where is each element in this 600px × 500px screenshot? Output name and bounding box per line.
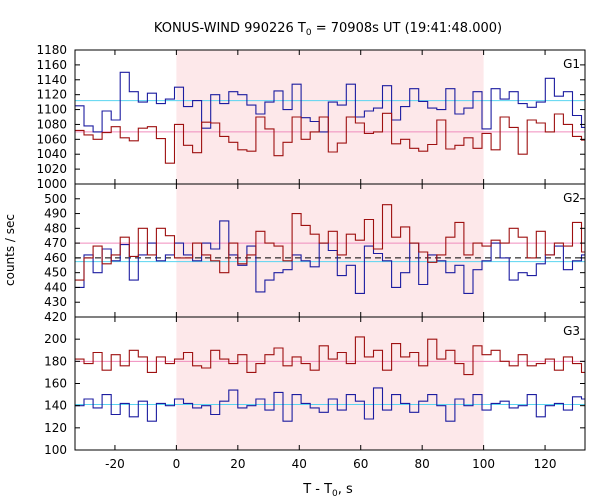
x-tick-label: 100 xyxy=(472,457,495,471)
y-tick-label: 120 xyxy=(44,421,67,435)
y-tick-label: 1060 xyxy=(36,132,67,146)
y-tick-label: 1160 xyxy=(36,58,67,72)
y-tick-label: 1080 xyxy=(36,117,67,131)
panel-label: G2 xyxy=(563,191,580,205)
series-line xyxy=(75,387,585,422)
panel-g3: 100 120 140 160 180 200 -20 0 20 40 60 80 100 120 G3 xyxy=(44,316,586,471)
plot-area xyxy=(75,336,585,422)
y-tick-label: 470 xyxy=(44,236,67,250)
y-tick-label: 450 xyxy=(44,266,67,280)
y-axis-label: counts / sec xyxy=(3,214,17,286)
panel-g1: 1000102010401060108011001120114011601180… xyxy=(36,43,586,191)
y-tick-label: 500 xyxy=(44,192,67,206)
x-tick-label: -20 xyxy=(105,457,125,471)
y-tick-label: 460 xyxy=(44,251,67,265)
y-tick-label: 160 xyxy=(44,377,67,391)
panel-label: G1 xyxy=(563,57,580,71)
series-line xyxy=(75,112,585,164)
x-tick-label: 40 xyxy=(292,457,307,471)
y-tick-label: 1000 xyxy=(36,177,67,191)
highlight-interval xyxy=(176,317,484,450)
y-tick-label: 100 xyxy=(44,443,67,457)
series-line xyxy=(75,71,585,133)
y-tick-label: 180 xyxy=(44,354,67,368)
x-tick-label: 20 xyxy=(230,457,245,471)
y-tick-label: 440 xyxy=(44,280,67,294)
y-tick-label: 140 xyxy=(44,399,67,413)
y-tick-label: 480 xyxy=(44,221,67,235)
x-tick-label: 60 xyxy=(353,457,368,471)
y-tick-label: 1180 xyxy=(36,43,67,57)
y-tick-label: 200 xyxy=(44,332,67,346)
y-tick-label: 420 xyxy=(44,310,67,324)
y-tick-label: 1120 xyxy=(36,88,67,102)
x-tick-label: 120 xyxy=(534,457,557,471)
panels-group: 1000102010401060108011001120114011601180… xyxy=(36,43,586,471)
y-tick-label: 430 xyxy=(44,295,67,309)
x-tick-label: 80 xyxy=(415,457,430,471)
plot-area xyxy=(75,204,585,294)
x-axis-label: T - T0, s xyxy=(302,482,353,499)
plot-area xyxy=(75,71,585,164)
y-tick-label: 1040 xyxy=(36,147,67,161)
series-line xyxy=(75,220,585,294)
panel-label: G3 xyxy=(563,324,580,338)
series-line xyxy=(75,204,585,281)
y-tick-label: 1140 xyxy=(36,73,67,87)
highlight-interval xyxy=(176,50,484,184)
y-tick-label: 1100 xyxy=(36,103,67,117)
x-tick-label: 0 xyxy=(173,457,181,471)
chart-title: KONUS-WIND 990226 T0 = 70908s UT (19:41:… xyxy=(154,21,502,38)
series-line xyxy=(75,336,585,376)
y-tick-label: 1020 xyxy=(36,162,67,176)
y-tick-label: 490 xyxy=(44,207,67,221)
